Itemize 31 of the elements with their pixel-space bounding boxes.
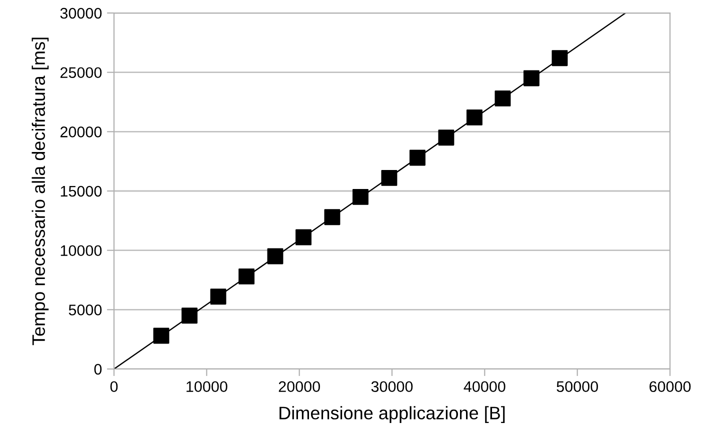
x-tick-label: 0 — [110, 381, 118, 392]
point — [324, 209, 340, 226]
point — [438, 130, 454, 146]
point — [466, 109, 482, 126]
y-axis-title: Tempo necessario alla decifratura [ms] — [32, 38, 49, 346]
y-tick-label: 30000 — [60, 8, 102, 19]
point — [210, 288, 226, 305]
x-tick-label: 60000 — [650, 381, 691, 392]
y-tick-label: 0 — [94, 364, 102, 375]
y-tick-label: 5000 — [68, 304, 102, 316]
x-tick-label: 30000 — [371, 381, 413, 392]
point — [352, 188, 368, 205]
point — [523, 70, 540, 86]
x-tick-label: 40000 — [464, 381, 506, 392]
y-tick-label: 25000 — [60, 67, 102, 78]
y-tick-label: 10000 — [60, 245, 102, 256]
point — [238, 268, 254, 284]
x-tick-label: 20000 — [278, 381, 320, 392]
point — [267, 248, 284, 264]
y-tick-label: 20000 — [60, 126, 102, 138]
point — [552, 50, 568, 66]
y-tick-label: 15000 — [60, 186, 102, 197]
x-tick-label: 10000 — [186, 381, 228, 392]
x-tick-label: 50000 — [556, 381, 598, 392]
point — [494, 90, 511, 106]
point — [296, 229, 312, 246]
x-axis-title: Dimensione applicazione [B] — [280, 406, 505, 423]
point — [182, 308, 198, 324]
point — [381, 170, 398, 186]
point — [410, 150, 426, 166]
point — [153, 328, 170, 344]
